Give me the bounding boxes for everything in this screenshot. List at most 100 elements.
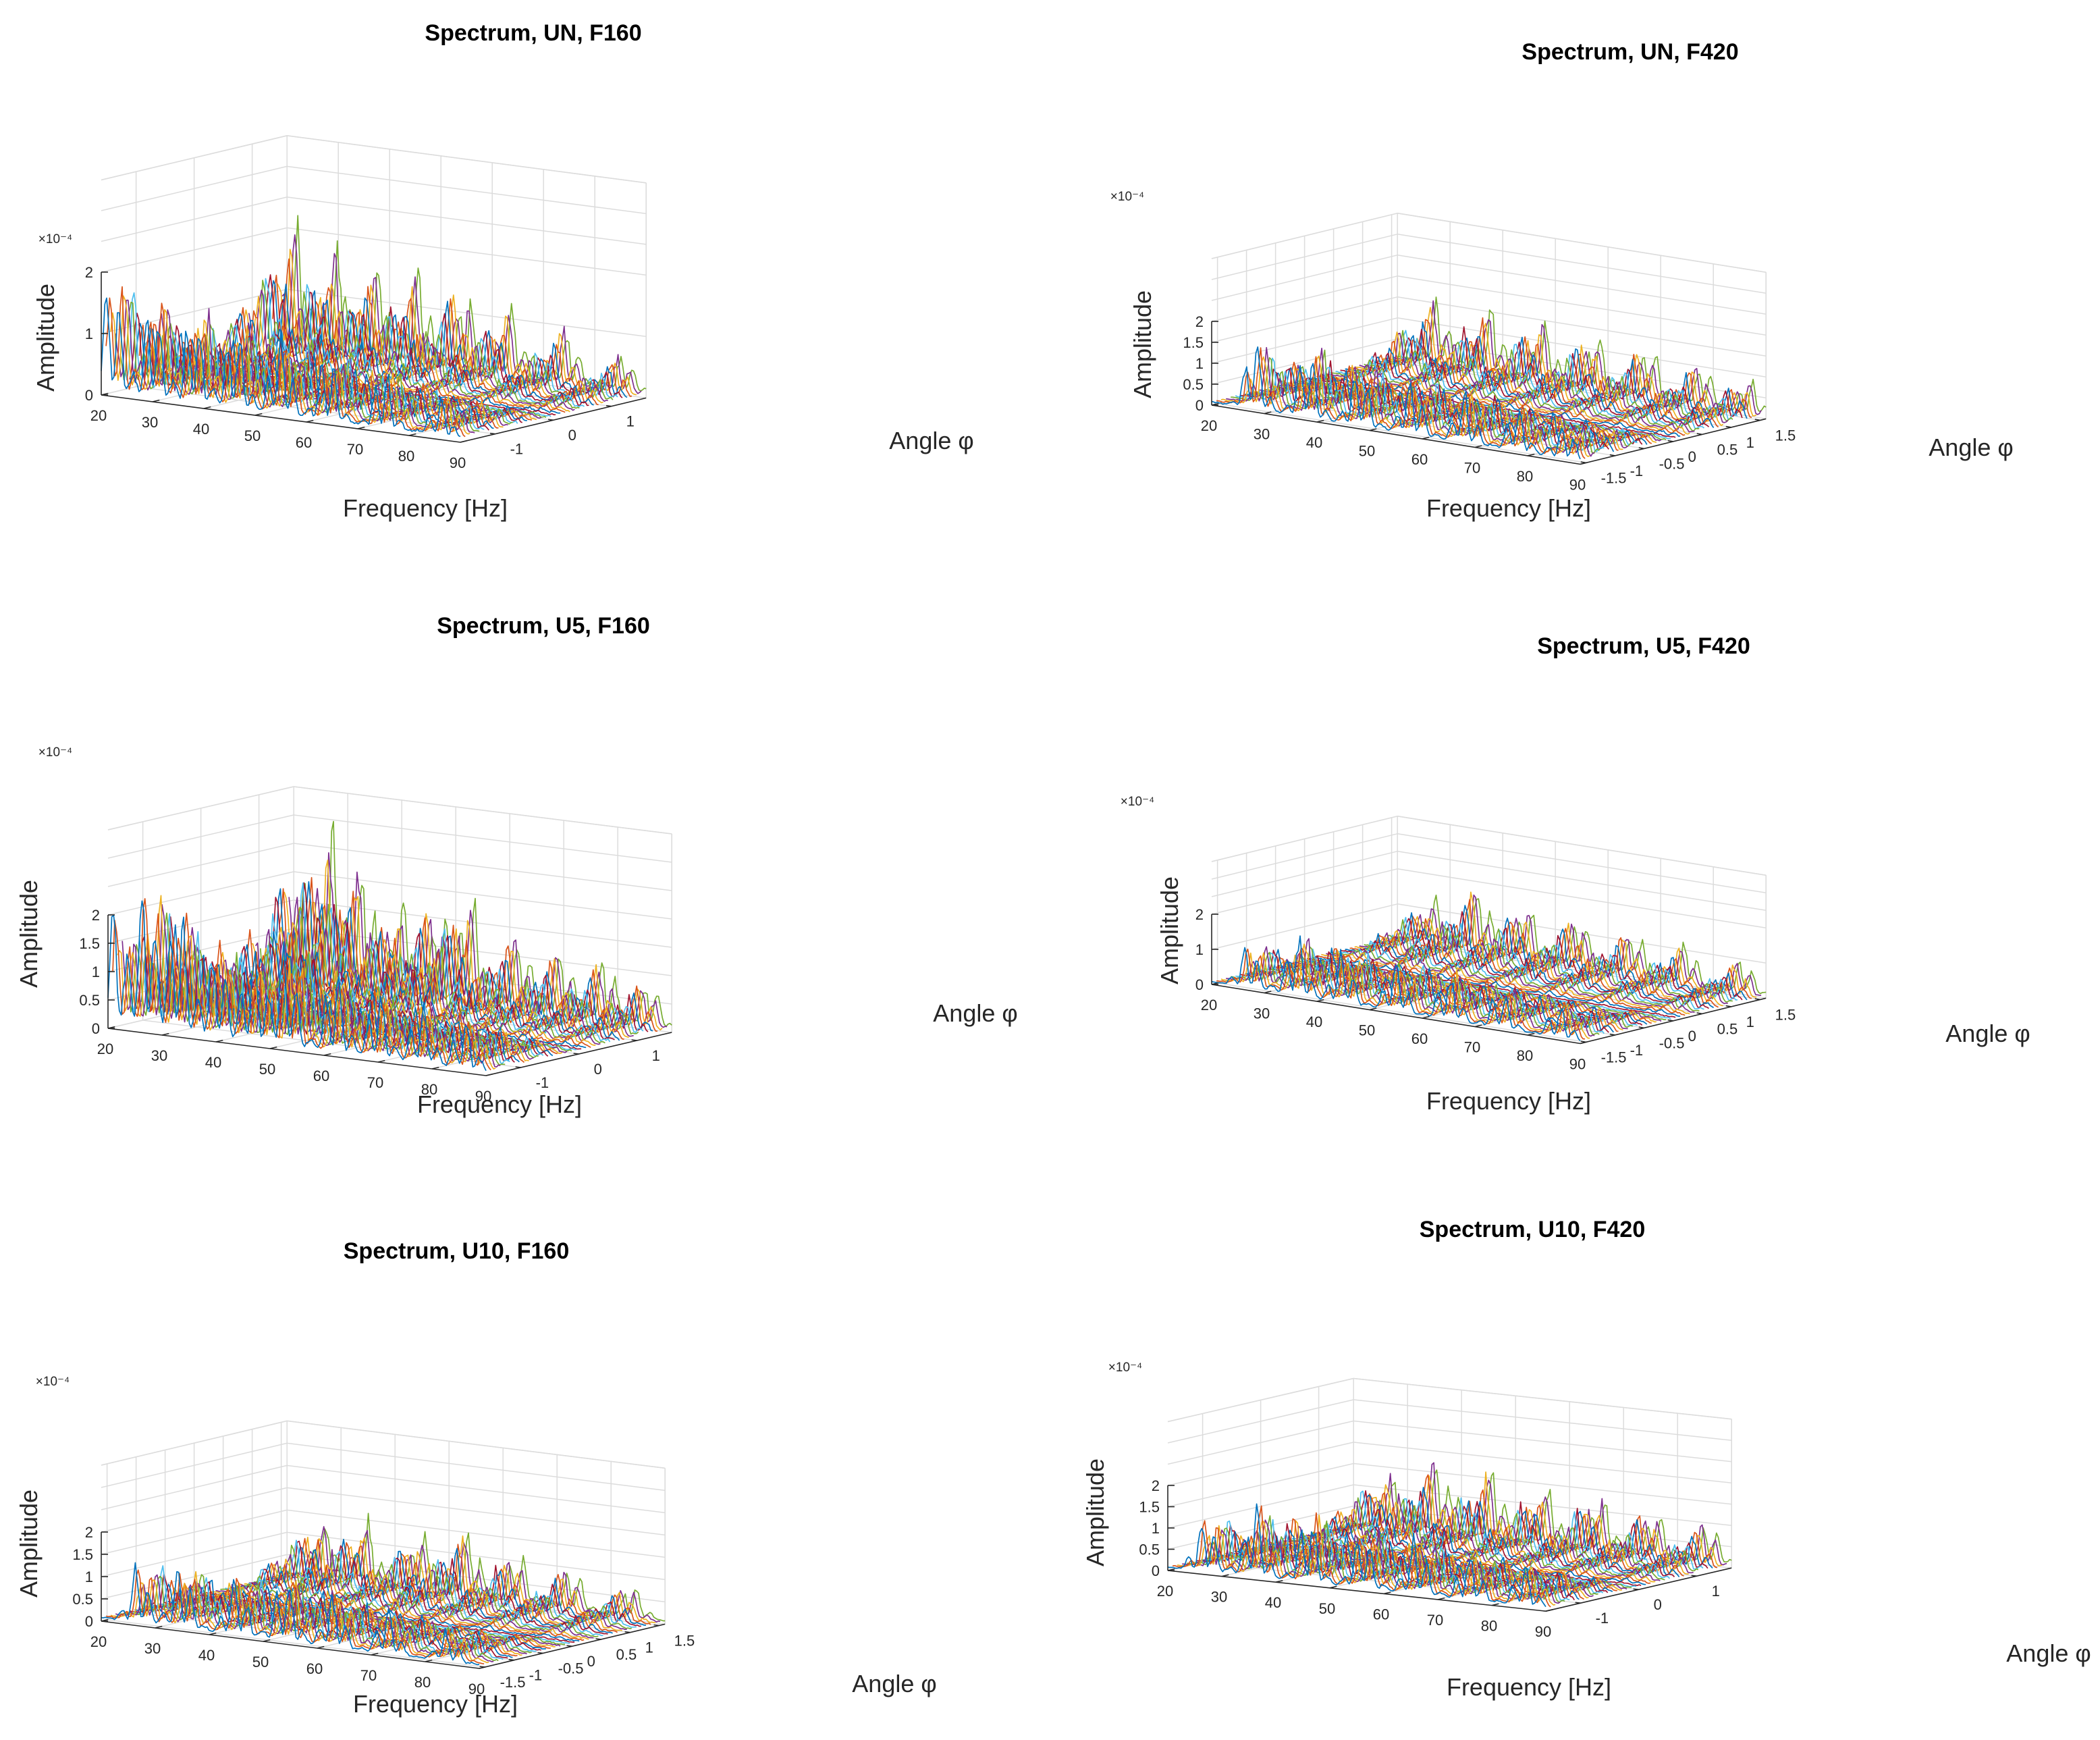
x-tick-label: 70 bbox=[367, 1074, 383, 1091]
x-tick-mark bbox=[209, 1632, 217, 1635]
y-tick-label: -1 bbox=[536, 1074, 549, 1091]
grid-line bbox=[1211, 338, 1398, 385]
grid-line bbox=[1353, 1377, 1732, 1420]
y-tick-mark bbox=[1609, 1033, 1615, 1036]
y-tick-mark bbox=[1667, 1019, 1673, 1022]
y-tick-label: 0 bbox=[594, 1061, 602, 1078]
x-tick-label: 80 bbox=[414, 1674, 431, 1691]
spectrum-trace bbox=[1364, 329, 1733, 422]
y-tick-label: 0.5 bbox=[1717, 441, 1738, 458]
grid-line bbox=[107, 786, 294, 831]
grid-line bbox=[287, 165, 647, 215]
chart-panel: 20 30 40 50 60 70 80 90 -1.5 -1 -0.5 0 0.5 1 1.5 0 0.5 1 1… bbox=[0, 1159, 1050, 1738]
grid-line bbox=[1397, 255, 1767, 315]
z-axis-title: Amplitude bbox=[1156, 876, 1183, 984]
y-tick-label: -0.5 bbox=[558, 1660, 584, 1677]
spectrum-trace bbox=[274, 881, 653, 1032]
x-tick-mark bbox=[1275, 1580, 1283, 1583]
chart-title: Spectrum, U5, F420 bbox=[1537, 633, 1750, 659]
chart-title: Spectrum, U10, F160 bbox=[344, 1238, 569, 1264]
grid-line bbox=[294, 814, 672, 863]
x-tick-label: 80 bbox=[421, 1081, 437, 1098]
grid-line bbox=[1211, 275, 1398, 322]
spectrum-trace bbox=[245, 928, 624, 1040]
x-axis-title: Frequency [Hz] bbox=[417, 1090, 582, 1118]
trace-group bbox=[107, 820, 672, 1072]
spectrum-trace bbox=[1378, 905, 1748, 1001]
y-tick-mark bbox=[566, 1645, 572, 1647]
x-tick-mark bbox=[1383, 1591, 1391, 1595]
x-tick-mark bbox=[269, 1046, 277, 1049]
x-axis-title: Frequency [Hz] bbox=[1426, 1087, 1591, 1115]
spectrum-trace bbox=[1397, 894, 1767, 995]
chart-svg: 20 30 40 50 60 70 80 90 -1 0 1 0 0.5 1 1.5 2 Spectrum, U… bbox=[15, 613, 1018, 1118]
z-tick-label: 2 bbox=[1152, 1477, 1160, 1494]
grid-line bbox=[101, 1531, 288, 1577]
grid-line bbox=[107, 843, 294, 887]
grid-line bbox=[1353, 1399, 1732, 1441]
spectrum-trace bbox=[272, 258, 632, 397]
x-tick-mark bbox=[254, 413, 263, 416]
y-tick-label: 1.5 bbox=[1775, 1006, 1796, 1023]
z-tick-label: 0 bbox=[1195, 397, 1204, 414]
spectrum-trace bbox=[1326, 948, 1695, 1013]
x-tick-label: 60 bbox=[1373, 1606, 1389, 1623]
x-tick-label: 50 bbox=[259, 1061, 275, 1078]
spectrum-trace bbox=[243, 296, 604, 404]
spectrum-trace bbox=[238, 307, 599, 406]
x-tick-label: 70 bbox=[1464, 1039, 1480, 1056]
x-tick-mark bbox=[215, 1039, 223, 1043]
x-tick-mark bbox=[408, 433, 416, 436]
grid-line bbox=[107, 814, 294, 859]
axes-group: 20 30 40 50 60 70 80 90 -1 0 1 0 1 2 bbox=[85, 264, 647, 471]
z-tick-label: 2 bbox=[85, 1524, 93, 1541]
grid-line bbox=[101, 135, 288, 181]
y-tick-label: -1.5 bbox=[1601, 469, 1627, 486]
x-tick-label: 80 bbox=[1481, 1618, 1497, 1635]
z-tick-label: 0.5 bbox=[79, 992, 100, 1009]
x-tick-mark bbox=[1264, 411, 1272, 415]
x-tick-label: 40 bbox=[198, 1647, 215, 1664]
x-tick-mark bbox=[1437, 1597, 1445, 1600]
spectrum-trace bbox=[110, 295, 470, 435]
y-tick-mark bbox=[1696, 433, 1702, 436]
grid-line bbox=[1353, 1442, 1732, 1483]
y-tick-label: 1.5 bbox=[1775, 427, 1796, 444]
y-tick-mark bbox=[1638, 1026, 1644, 1029]
x-tick-label: 30 bbox=[142, 414, 158, 431]
x-tick-mark bbox=[371, 1652, 379, 1656]
x-tick-label: 50 bbox=[1359, 443, 1375, 460]
spectrum-trace bbox=[105, 286, 466, 438]
spectrum-trace bbox=[244, 1558, 622, 1631]
x-tick-label: 90 bbox=[1569, 477, 1586, 494]
x-tick-mark bbox=[460, 440, 468, 443]
grid-line bbox=[1217, 403, 1586, 464]
y-tick-mark bbox=[1580, 1040, 1586, 1043]
y-axis-line bbox=[1580, 418, 1767, 465]
y-axis-title: Angle φ bbox=[889, 427, 973, 454]
x-tick-mark bbox=[425, 1659, 433, 1662]
y-axis-title: Angle φ bbox=[1945, 1020, 2030, 1047]
spectrum-trace bbox=[205, 1587, 585, 1641]
x-axis-line bbox=[1167, 1570, 1546, 1612]
z-axis-title: Amplitude bbox=[15, 1489, 43, 1598]
spectrum-trace bbox=[1345, 347, 1715, 428]
z-tick-label: 1 bbox=[1152, 1520, 1160, 1537]
grid-line bbox=[107, 1619, 485, 1668]
grid-line bbox=[1397, 833, 1767, 894]
y-tick-label: 0 bbox=[587, 1653, 595, 1670]
z-tick-label: 0 bbox=[85, 1613, 93, 1630]
x-tick-label: 90 bbox=[468, 1681, 485, 1697]
spectrum-trace bbox=[240, 930, 620, 1041]
spectrum-trace bbox=[112, 898, 491, 1071]
z-tick-label: 0 bbox=[1195, 976, 1204, 993]
x-tick-label: 30 bbox=[151, 1047, 167, 1064]
x-tick-label: 30 bbox=[1211, 1589, 1227, 1606]
grid-line bbox=[101, 1465, 288, 1510]
spectrum-trace bbox=[211, 1584, 589, 1640]
x-tick-label: 40 bbox=[1265, 1594, 1281, 1611]
grid-line bbox=[1167, 1484, 1354, 1529]
x-tick-label: 30 bbox=[1254, 1005, 1270, 1022]
x-axis-line bbox=[101, 394, 461, 443]
grid-line bbox=[287, 196, 647, 245]
